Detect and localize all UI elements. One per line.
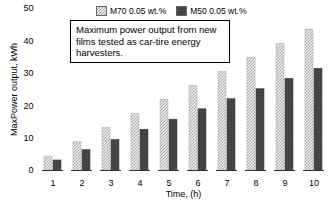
svg-text:6: 6 <box>195 178 200 188</box>
svg-text:7: 7 <box>224 178 229 188</box>
svg-text:4: 4 <box>137 178 142 188</box>
svg-text:3: 3 <box>108 178 113 188</box>
svg-text:MaxPower output, kWh: MaxPower output, kWh <box>9 43 19 136</box>
svg-text:9: 9 <box>282 178 287 188</box>
svg-text:40: 40 <box>23 36 33 46</box>
svg-text:0: 0 <box>28 165 33 175</box>
svg-text:50: 50 <box>23 3 33 13</box>
svg-text:10: 10 <box>23 133 33 143</box>
svg-text:Time, (h): Time, (h) <box>166 189 202 199</box>
svg-text:2: 2 <box>79 178 84 188</box>
html-text:M70 0.05 wt.%: M70 0.05 wt.% <box>110 6 167 16</box>
html-text:Maximum power output from new: Maximum power output from new films test… <box>76 24 217 58</box>
svg-text:30: 30 <box>23 68 33 78</box>
svg-text:10: 10 <box>309 178 319 188</box>
svg-text:8: 8 <box>253 178 258 188</box>
svg-text:5: 5 <box>166 178 171 188</box>
svg-text:20: 20 <box>23 101 33 111</box>
svg-text:1: 1 <box>50 178 55 188</box>
html-text:M50 0.05 wt.%: M50 0.05 wt.% <box>190 6 247 16</box>
